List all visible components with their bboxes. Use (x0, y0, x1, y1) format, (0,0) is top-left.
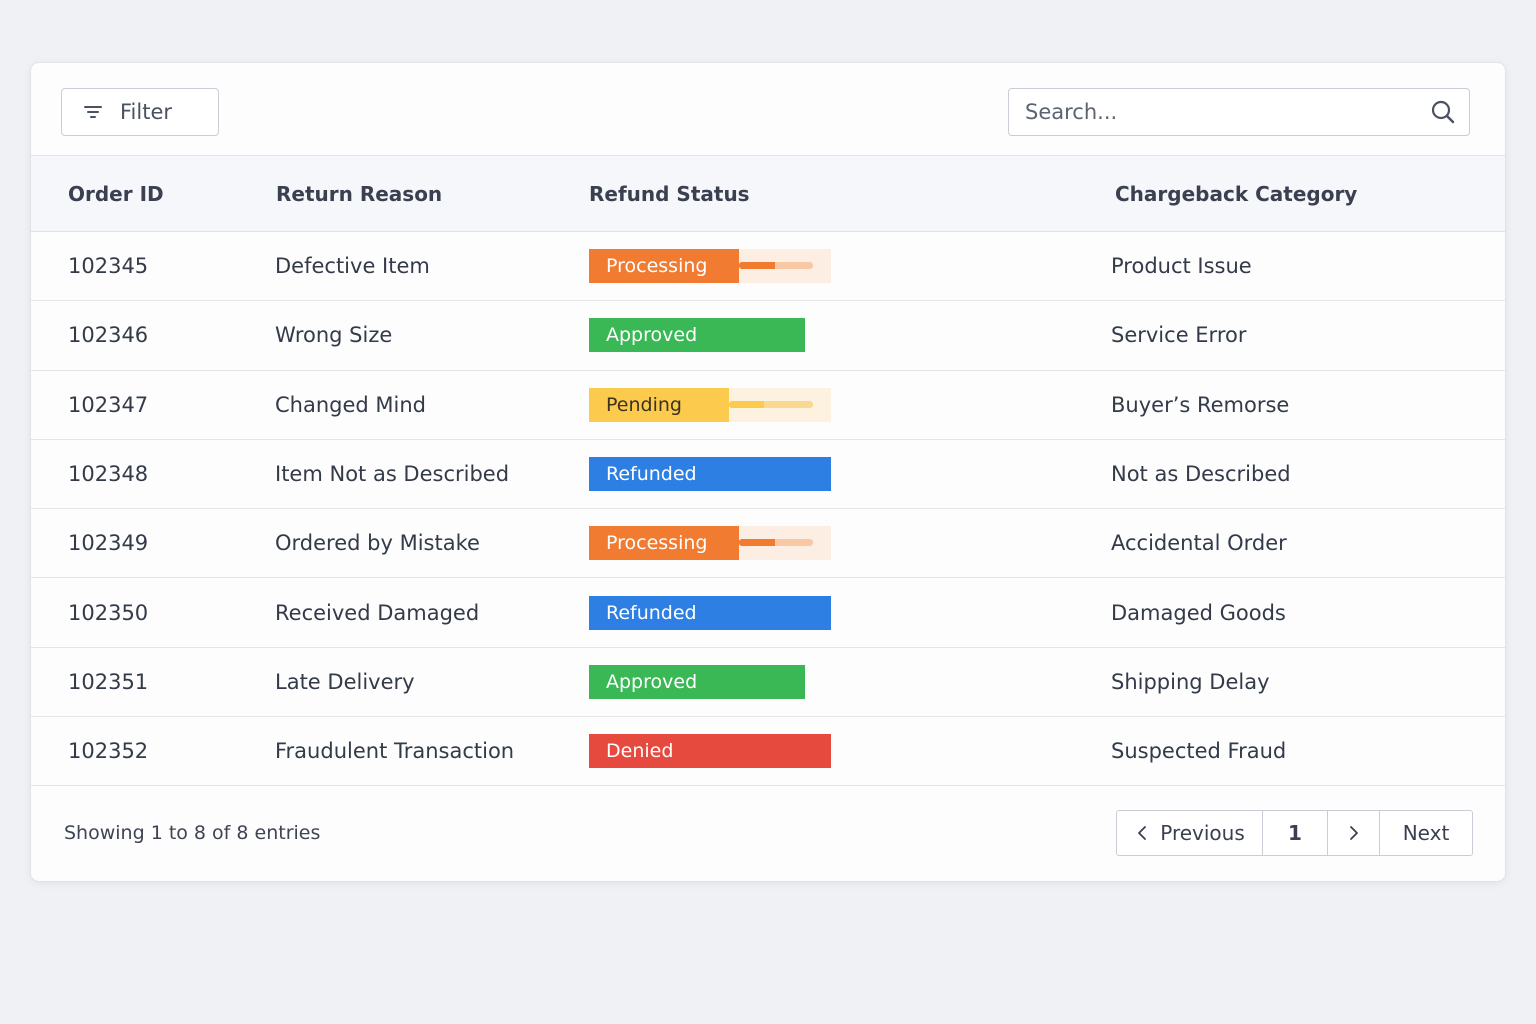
chevron-right-icon (1349, 826, 1358, 840)
returns-table-card: Filter Order ID Return Reason Refund Sta… (31, 63, 1505, 881)
refund-status-indicator: Denied (589, 734, 831, 769)
return-reason: Received Damaged (275, 600, 480, 625)
order-id: 102347 (68, 392, 149, 417)
column-header-return-reason[interactable]: Return Reason (276, 182, 443, 206)
refund-status-cell: Denied (589, 717, 831, 785)
status-badge: Pending (589, 387, 729, 422)
status-badge: Refunded (589, 595, 831, 630)
return-reason: Item Not as Described (275, 462, 510, 487)
chargeback-category: Accidental Order (1111, 531, 1287, 556)
column-header-refund-status[interactable]: Refund Status (589, 182, 750, 206)
refund-status-cell: Refunded (589, 440, 831, 508)
table-row[interactable]: 102352 Fraudulent Transaction Denied Suspec… (31, 717, 1505, 787)
pagination: Previous 1 Next (1116, 810, 1473, 856)
table-row[interactable]: 102350 Received Damaged Refunded Damaged Go… (31, 578, 1505, 648)
return-reason: Wrong Size (275, 323, 393, 348)
search-icon[interactable] (1429, 98, 1457, 126)
table-row[interactable]: 102346 Wrong Size Approved Service Error (31, 301, 1505, 371)
status-badge: Approved (589, 664, 805, 699)
page-number-button[interactable]: 1 (1263, 811, 1328, 855)
status-progress-bar (729, 387, 831, 422)
chargeback-category: Product Issue (1111, 254, 1252, 279)
refund-status-cell: Approved (589, 301, 805, 369)
refund-status-indicator: Processing (589, 526, 831, 561)
table-row[interactable]: 102345 Defective Item Processing Product Is… (31, 232, 1505, 302)
table-row[interactable]: 102351 Late Delivery Approved Shipping Dela… (31, 648, 1505, 718)
previous-label: Previous (1160, 821, 1245, 845)
chargeback-category: Service Error (1111, 323, 1247, 348)
chargeback-category: Buyer’s Remorse (1111, 392, 1290, 417)
chargeback-category: Shipping Delay (1111, 669, 1270, 694)
status-badge: Denied (589, 734, 831, 769)
status-badge: Approved (589, 318, 805, 353)
return-reason: Ordered by Mistake (275, 531, 480, 556)
refund-status-indicator: Refunded (589, 595, 831, 630)
search-input[interactable] (1009, 100, 1429, 124)
refund-status-indicator: Processing (589, 249, 831, 284)
refund-status-indicator: Refunded (589, 457, 831, 492)
table-row[interactable]: 102349 Ordered by Mistake Processing Accide… (31, 509, 1505, 579)
table-row[interactable]: 102348 Item Not as Described Refunded Not a… (31, 440, 1505, 510)
refund-status-indicator: Pending (589, 387, 831, 422)
refund-status-indicator: Approved (589, 318, 805, 353)
chargeback-category: Not as Described (1111, 462, 1291, 487)
refund-status-cell: Approved (589, 648, 805, 716)
status-badge: Processing (589, 249, 739, 284)
return-reason: Fraudulent Transaction (275, 739, 515, 764)
refund-status-cell: Processing (589, 509, 831, 577)
order-id: 102351 (68, 669, 149, 694)
chevron-left-icon (1138, 826, 1147, 840)
refund-status-cell: Pending (589, 371, 831, 439)
status-progress-bar (739, 526, 831, 561)
next-arrow-button[interactable] (1328, 811, 1380, 855)
return-reason: Changed Mind (275, 392, 426, 417)
previous-button[interactable]: Previous (1117, 811, 1263, 855)
return-reason: Late Delivery (275, 669, 415, 694)
status-badge: Processing (589, 526, 739, 561)
refund-status-cell: Refunded (589, 578, 831, 646)
refund-status-cell: Processing (589, 232, 831, 300)
filter-button[interactable]: Filter (61, 88, 219, 136)
table-footer: Showing 1 to 8 of 8 entries Previous 1 N… (31, 786, 1505, 881)
order-id: 102346 (68, 323, 149, 348)
filter-icon (84, 106, 102, 118)
order-id: 102349 (68, 531, 149, 556)
order-id: 102348 (68, 462, 149, 487)
table-row[interactable]: 102347 Changed Mind Pending Buyer’s Remorse (31, 371, 1505, 440)
order-id: 102345 (68, 254, 149, 279)
column-header-order-id[interactable]: Order ID (68, 182, 164, 206)
toolbar: Filter (31, 63, 1505, 156)
table-header: Order ID Return Reason Refund Status Cha… (31, 156, 1505, 232)
chargeback-category: Suspected Fraud (1111, 739, 1287, 764)
column-header-chargeback-category[interactable]: Chargeback Category (1115, 182, 1358, 206)
entries-count: Showing 1 to 8 of 8 entries (64, 822, 321, 844)
order-id: 102350 (68, 600, 149, 625)
search-box (1008, 88, 1470, 136)
refund-status-indicator: Approved (589, 664, 805, 699)
filter-label: Filter (120, 100, 173, 124)
status-badge: Refunded (589, 457, 831, 492)
status-progress-bar (739, 249, 831, 284)
return-reason: Defective Item (275, 254, 430, 279)
next-button[interactable]: Next (1402, 821, 1450, 845)
order-id: 102352 (68, 739, 149, 764)
chargeback-category: Damaged Goods (1111, 600, 1286, 625)
table-body: 102345 Defective Item Processing Product Is… (31, 232, 1505, 787)
